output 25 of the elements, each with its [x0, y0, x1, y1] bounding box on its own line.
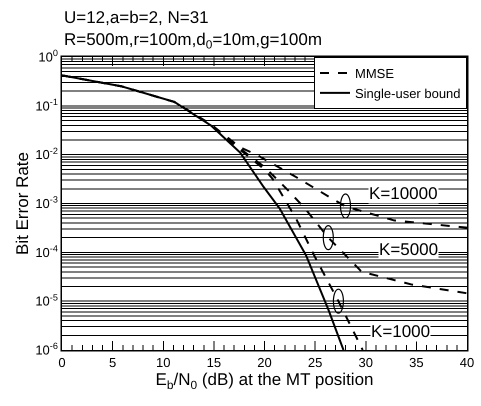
x-tick-label: 25 [308, 355, 322, 370]
y-tick-label: 10$^{0}$ [38, 48, 58, 65]
y-tick-label: 10$^{-2}$ [35, 146, 58, 162]
chart-subtitle: R=500m,r=100m,d$_{0}$=10m,g=100m [64, 30, 322, 52]
y-axis-title: Bit Error Rate [13, 152, 32, 255]
x-tick-label: 5 [109, 355, 116, 370]
annotation: K=1000 [371, 322, 430, 341]
y-tick-label: 10$^{-6}$ [35, 341, 58, 358]
y-tick-label: 10$^{-4}$ [35, 243, 58, 260]
x-tick-label: 10 [156, 355, 170, 370]
x-tick-label: 30 [358, 355, 373, 370]
x-tick-label: 0 [58, 355, 66, 370]
legend-label: Single-user bound [355, 86, 461, 101]
x-tick-label: 20 [257, 355, 272, 370]
x-tick-label: 35 [409, 355, 424, 370]
x-tick-label: 40 [460, 355, 474, 370]
legend-label: MMSE [355, 66, 394, 82]
x-tick-label: 15 [206, 355, 222, 370]
chart-title: U=12,a=b=2, N=31 [64, 8, 209, 27]
x-axis-title: E$_{b}$/N$_{0}$ (dB) at the MT position [156, 370, 374, 392]
y-tick-label: 10$^{-1}$ [35, 96, 58, 114]
annotation: K=10000 [369, 184, 438, 203]
y-tick-label: 10$^{-5}$ [35, 292, 58, 309]
annotation: K=5000 [379, 240, 438, 259]
y-tick-label: 10$^{-3}$ [35, 194, 58, 212]
